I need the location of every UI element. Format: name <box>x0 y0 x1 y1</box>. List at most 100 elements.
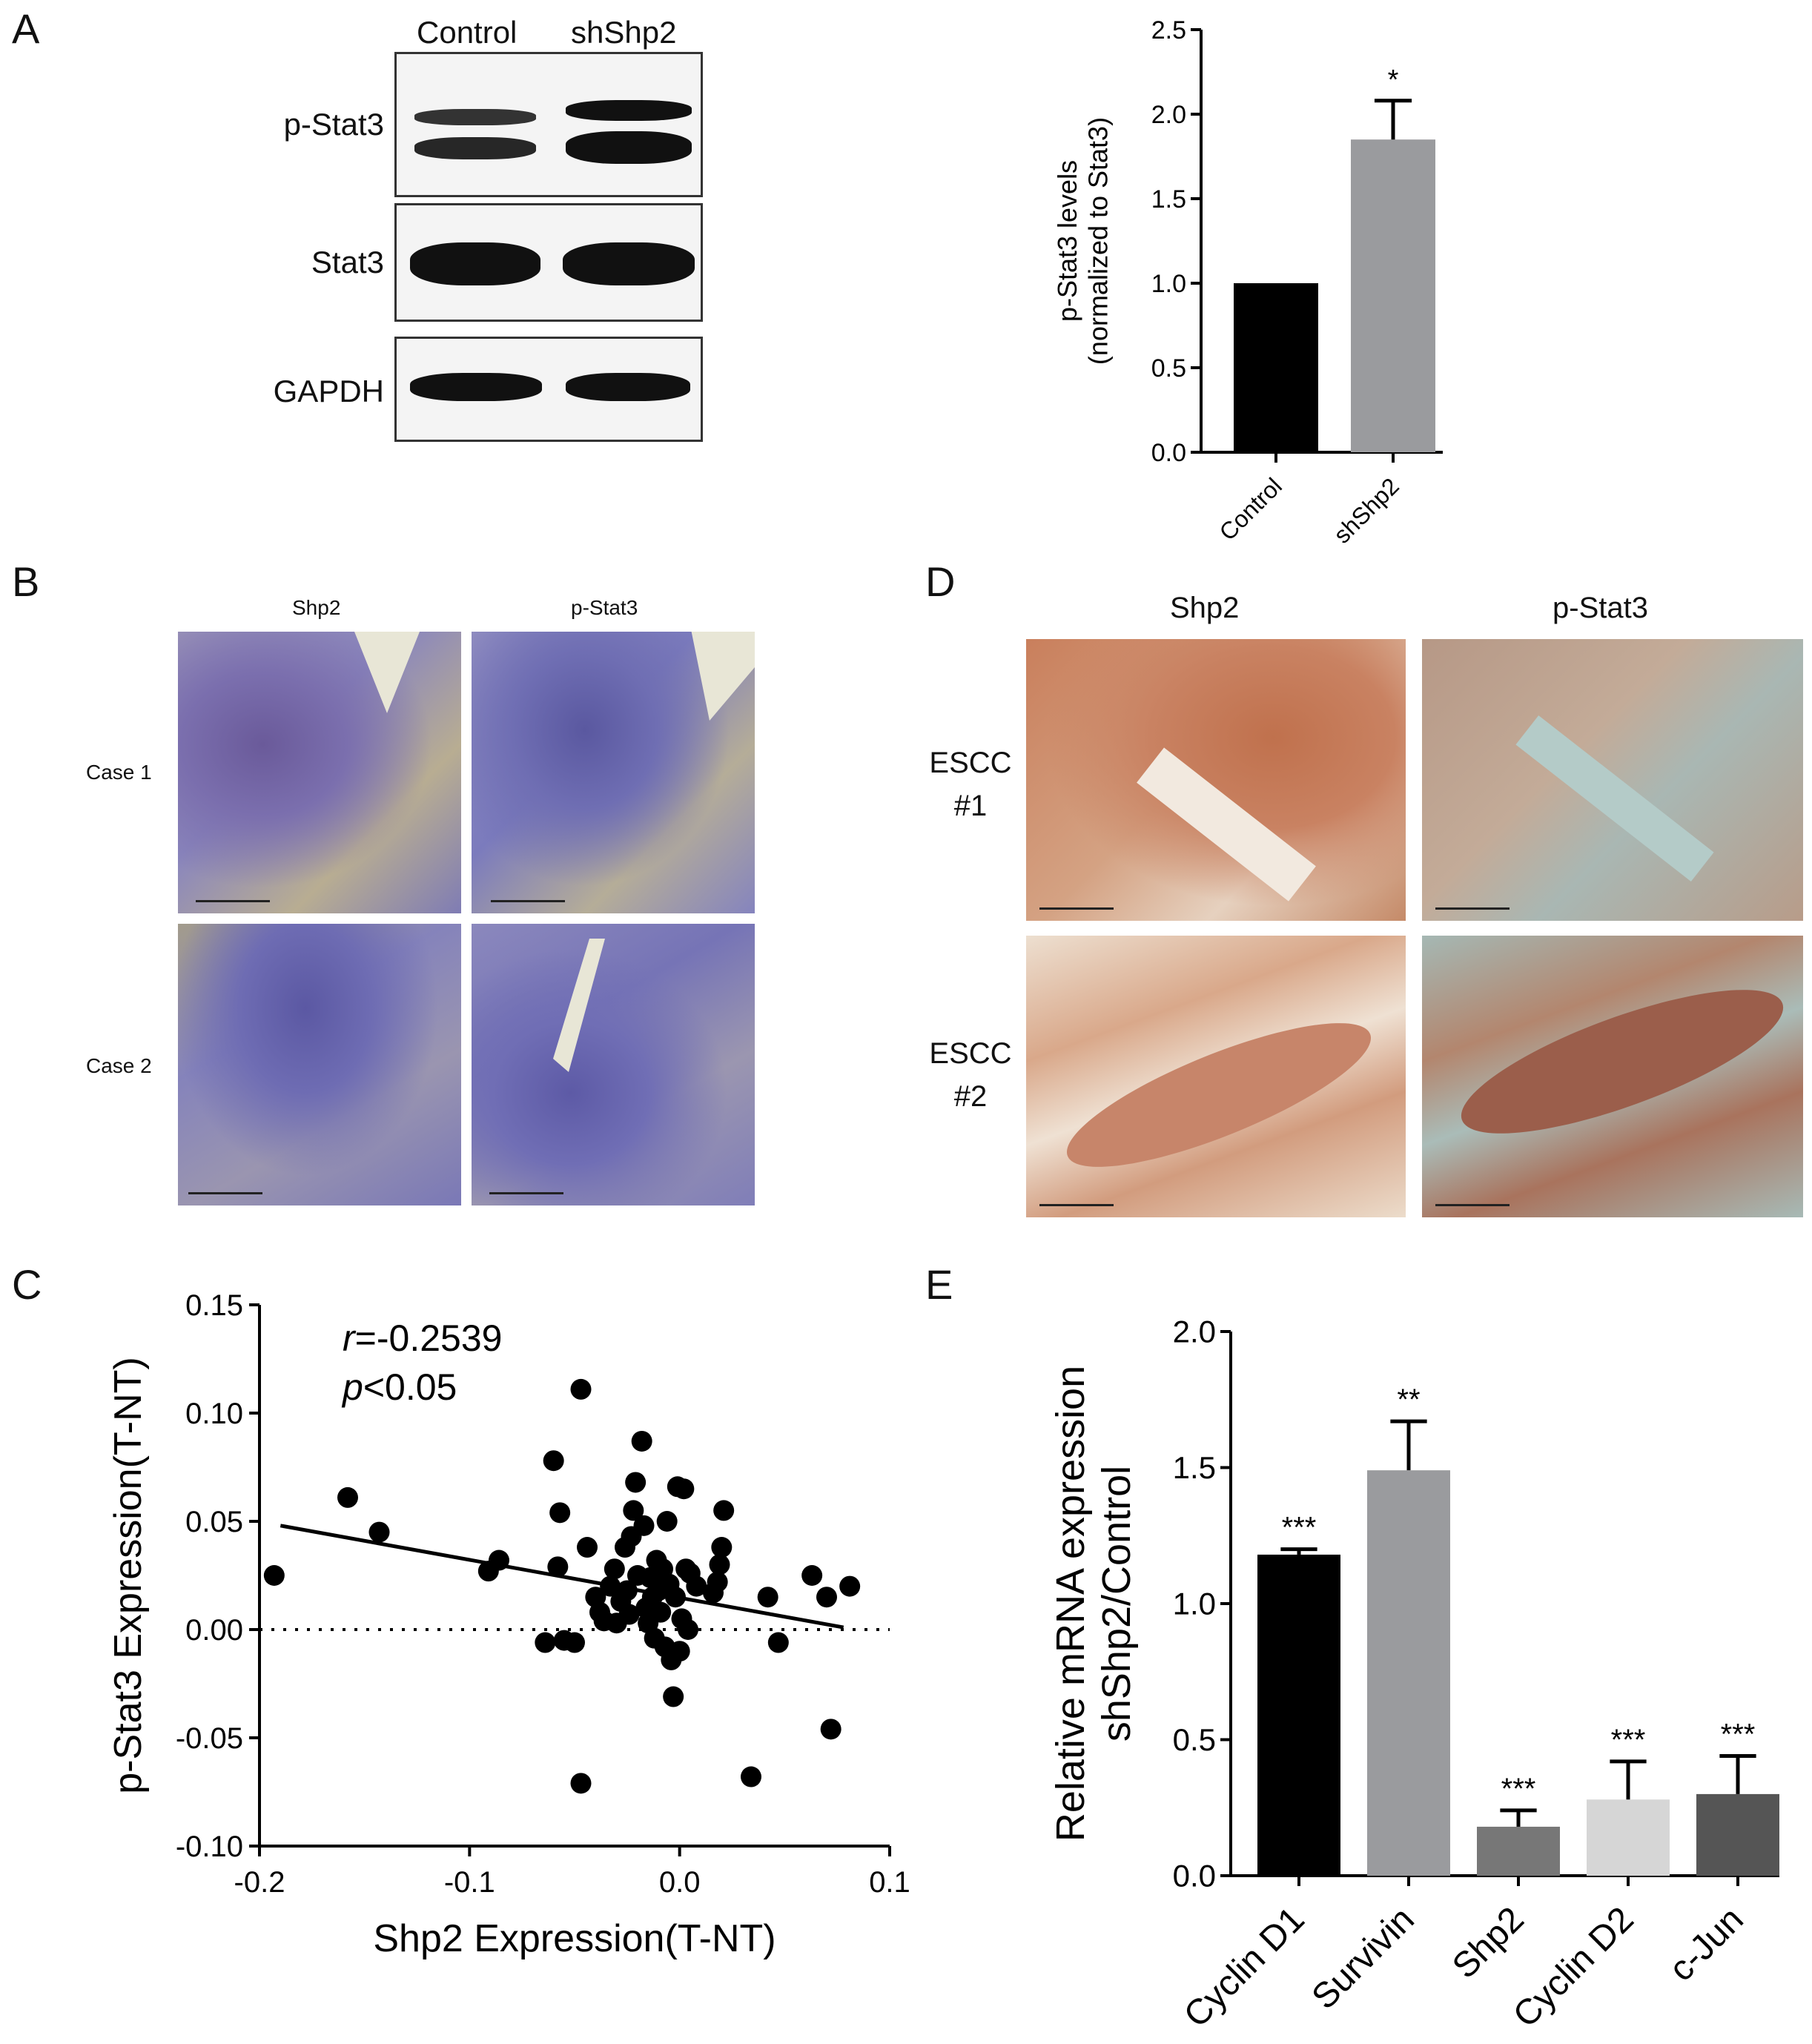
correlation-p-label: p<0.05 <box>341 1366 457 1408</box>
bar <box>1234 283 1318 452</box>
correlation-r-label: r=-0.2539 <box>343 1317 502 1359</box>
y-tick-label: 0.5 <box>1173 1722 1216 1757</box>
data-point <box>616 1580 638 1601</box>
ihc-b-row-case1: Case 1 <box>86 761 152 784</box>
blot-row-label-pstat3: p-Stat3 <box>283 107 384 142</box>
ihc-b-col-pstat3: p-Stat3 <box>571 596 638 619</box>
ihc-d-col-shp2: Shp2 <box>1170 592 1240 624</box>
significance-label: *** <box>1721 1719 1756 1751</box>
data-point <box>711 1537 733 1558</box>
significance-label: *** <box>1611 1724 1646 1756</box>
x-category-label: Shp2 <box>1445 1899 1532 1986</box>
chart-e: 0.0 0.5 1.0 1.5 2.0 *** Cyclin D1 ** Survivin ***… <box>1048 1314 1779 2035</box>
y-tick-label: 1.5 <box>1173 1450 1216 1485</box>
data-point <box>604 1558 625 1580</box>
y-tick-label: -0.10 <box>176 1830 243 1863</box>
data-point <box>713 1500 735 1521</box>
data-point <box>709 1554 730 1575</box>
data-point <box>535 1632 556 1653</box>
ihc-image-d-escc1-shp2 <box>1026 639 1406 921</box>
data-point <box>650 1601 672 1623</box>
y-tick-label: 1.0 <box>1151 270 1186 298</box>
data-point <box>549 1502 571 1524</box>
data-point <box>665 1587 686 1608</box>
panel-label-a: A <box>12 5 40 52</box>
y-tick-label: 0.0 <box>1173 1859 1216 1893</box>
ihc-d-row-escc1: ESCC #1 <box>929 747 1012 822</box>
ihc-b-col-shp2: Shp2 <box>292 596 341 619</box>
blot-row-label-gapdh: GAPDH <box>273 374 384 409</box>
data-point <box>673 1478 695 1500</box>
data-point <box>263 1565 285 1586</box>
y-tick-label: 2.5 <box>1151 16 1186 44</box>
ihc-d-row-escc2: ESCC #2 <box>929 1037 1012 1113</box>
lane-label-shshp2: shShp2 <box>571 15 677 50</box>
data-point <box>600 1575 621 1597</box>
bar <box>1351 139 1435 452</box>
data-point <box>618 1604 640 1625</box>
y-axis-label: p-Stat3 levels <box>1052 160 1082 322</box>
data-point <box>547 1556 569 1578</box>
data-point <box>543 1450 564 1472</box>
x-category-label: Control <box>1214 472 1287 545</box>
x-tick-label: -0.2 <box>234 1866 285 1899</box>
data-point <box>678 1619 698 1640</box>
bar <box>1587 1799 1670 1876</box>
y-tick-label: 0.0 <box>1151 439 1186 467</box>
data-point <box>577 1537 598 1558</box>
y-axis-label: p-Stat3 Expression(T-NT) <box>111 1357 150 1794</box>
regression-line <box>280 1524 844 1630</box>
data-point <box>631 1430 652 1452</box>
data-point <box>707 1571 728 1592</box>
bar <box>1367 1470 1450 1876</box>
blot-strip-stat3 <box>394 203 703 322</box>
data-point <box>564 1632 585 1653</box>
y-tick-label: 2.0 <box>1173 1314 1216 1349</box>
ihc-d-col-pstat3: p-Stat3 <box>1553 592 1648 624</box>
panel-label-e: E <box>925 1261 953 1308</box>
y-axis-label: (normalized to Stat3) <box>1082 117 1113 365</box>
panel-label-c: C <box>12 1261 42 1308</box>
y-tick-label: 1.0 <box>1173 1587 1216 1621</box>
data-point <box>623 1500 644 1521</box>
y-tick-label: 0.15 <box>185 1289 243 1322</box>
data-point <box>625 1472 647 1493</box>
data-point <box>656 1511 678 1532</box>
ihc-image-b-case1-shp2 <box>178 632 461 913</box>
significance-label: *** <box>1282 1512 1317 1544</box>
x-tick-label: 0.0 <box>659 1866 701 1899</box>
bar <box>1257 1554 1340 1876</box>
ihc-b-row-case2: Case 2 <box>86 1054 152 1077</box>
data-point <box>741 1766 761 1787</box>
x-tick-label: 0.1 <box>869 1866 910 1899</box>
bar <box>1696 1793 1779 1876</box>
x-category-label: Cyclin D2 <box>1506 1899 1641 2035</box>
data-point <box>820 1719 841 1740</box>
data-point <box>767 1632 789 1653</box>
data-point <box>570 1773 592 1794</box>
significance-label: *** <box>1501 1773 1536 1805</box>
data-point <box>686 1575 707 1597</box>
y-tick-label: 0.05 <box>185 1506 243 1538</box>
ihc-image-b-case2-pstat3 <box>472 924 755 1205</box>
x-category-label: shShp2 <box>1329 472 1404 548</box>
data-point <box>489 1549 509 1571</box>
x-category-label: Cyclin D1 <box>1177 1899 1312 2035</box>
blot-strip-gapdh <box>394 337 703 442</box>
data-point <box>839 1575 861 1597</box>
x-category-label: c-Jun <box>1661 1899 1750 1988</box>
x-tick-label: -0.1 <box>444 1866 495 1899</box>
ihc-image-b-case1-pstat3 <box>472 632 755 913</box>
ihc-image-d-escc1-pstat3 <box>1422 639 1803 921</box>
panel-label-d: D <box>925 558 956 605</box>
y-tick-label: 0.10 <box>185 1398 243 1430</box>
significance-label: * <box>1388 65 1399 96</box>
data-point <box>757 1587 778 1608</box>
data-point <box>816 1587 837 1608</box>
x-axis-label: Shp2 Expression(T-NT) <box>373 1917 776 1960</box>
blot-strip-pstat3 <box>394 52 703 197</box>
data-point <box>337 1486 358 1508</box>
data-point <box>669 1641 690 1662</box>
y-tick-label: 2.0 <box>1151 101 1186 129</box>
x-category-label: Survivin <box>1305 1899 1422 2017</box>
